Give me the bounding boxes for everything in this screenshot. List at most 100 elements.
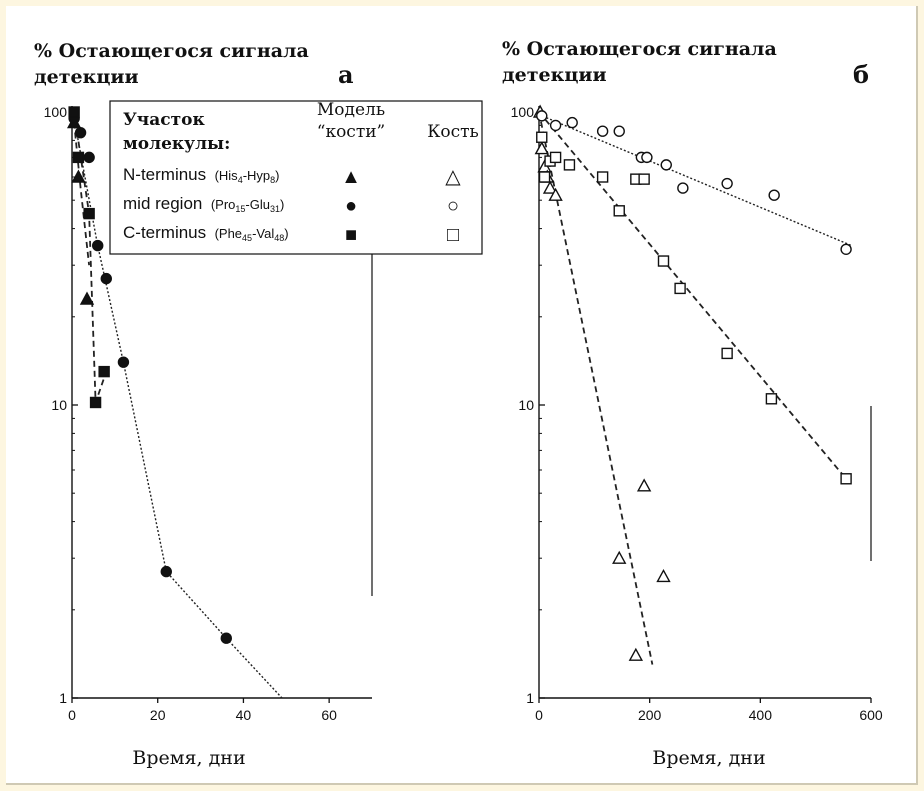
square-open-point — [721, 347, 733, 360]
square-open-point — [657, 255, 670, 267]
legend-marker-triangle-open: △ — [445, 166, 461, 188]
circle-open-point — [536, 110, 548, 122]
legend-row-label: N-terminus (His4-Hyp8) — [123, 165, 280, 185]
panel-b-ylabel-line1: % Остающегося сигнала — [502, 38, 777, 60]
triangle-open-point — [628, 647, 644, 661]
triangle-open-point — [534, 141, 549, 155]
legend-col2: Кость — [427, 122, 479, 142]
triangle-open-point — [636, 478, 652, 492]
legend-marker-circle-open: ○ — [447, 195, 459, 217]
panel-a-points — [66, 106, 232, 644]
circle-open-point — [768, 189, 780, 201]
square-filled-point — [72, 151, 85, 164]
panel-b-y-ticks: 1 10 100 — [511, 104, 545, 706]
panel-a: % Остающегося сигнала детекции а Время, … — [34, 40, 483, 769]
fit-line-dashed — [73, 122, 90, 266]
y-tick-label: 1 — [59, 690, 67, 706]
y-tick-label: 100 — [511, 104, 535, 120]
x-tick-label: 0 — [68, 707, 76, 723]
panel-b-letter: б — [853, 60, 869, 89]
square-open-point — [840, 473, 852, 485]
legend-row-label: C-terminus (Phe45-Val48) — [123, 223, 289, 243]
legend-col1-line2: “кости” — [317, 122, 386, 142]
figure-svg: % Остающегося сигнала детекции а Время, … — [34, 38, 883, 769]
square-open-point — [596, 171, 609, 183]
panel-b-xlabel: Время, дни — [652, 747, 765, 769]
panel-b-x-ticks: 0 200 400 600 — [535, 698, 883, 723]
x-tick-label: 20 — [150, 707, 166, 723]
circle-filled-point — [220, 632, 232, 644]
panel-b: % Остающегося сигнала детекции б Время, … — [502, 38, 883, 769]
panel-b-fit-lines — [538, 111, 852, 665]
x-tick-label: 60 — [321, 707, 337, 723]
y-tick-label: 10 — [518, 397, 534, 413]
legend-col1-line1: Модель — [317, 100, 385, 120]
square-open-point — [638, 173, 650, 185]
legend-marker-circle-filled: ● — [345, 195, 357, 217]
circle-open-point — [566, 116, 578, 129]
fit-line-dashed — [538, 111, 654, 665]
fit-line-dashed — [538, 111, 847, 480]
legend-marker-square-open: □ — [447, 224, 459, 246]
legend-box — [109, 100, 483, 255]
triangle-filled-point — [71, 169, 86, 183]
triangle-filled-point — [79, 291, 95, 305]
legend: Участок молекулы: Модель “кости” Кость N… — [109, 100, 483, 255]
x-tick-label: 600 — [859, 707, 883, 723]
panel-a-ylabel-line1: % Остающегося сигнала — [34, 40, 309, 62]
circle-open-point — [641, 151, 653, 164]
legend-row-n-terminus: N-terminus (His4-Hyp8) ▲ △ — [123, 165, 461, 188]
square-open-point — [765, 393, 778, 405]
panel-b-points — [532, 104, 852, 661]
square-filled-point — [83, 207, 95, 220]
square-filled-point — [98, 365, 110, 378]
x-tick-label: 0 — [535, 707, 543, 723]
x-tick-label: 400 — [749, 707, 773, 723]
fit-line-dotted — [538, 113, 852, 247]
panel-a-y-ticks: 1 10 100 — [44, 104, 78, 706]
square-open-point — [674, 282, 686, 295]
triangle-open-point — [542, 180, 558, 194]
square-filled-point — [68, 106, 80, 118]
square-open-point — [538, 171, 551, 183]
x-tick-label: 40 — [236, 707, 252, 723]
square-open-point — [549, 151, 562, 164]
panel-b-ylabel-line2: детекции — [502, 64, 607, 86]
legend-header-line2: молекулы: — [123, 134, 230, 154]
circle-open-point — [549, 119, 562, 132]
square-filled-point — [89, 396, 102, 409]
triangle-open-point — [612, 550, 627, 564]
y-tick-label: 10 — [51, 397, 67, 413]
square-open-point — [536, 131, 548, 143]
circle-open-point — [677, 182, 689, 194]
circle-open-point — [596, 125, 609, 137]
triangle-open-point — [656, 568, 671, 583]
legend-row-label: mid region (Pro15-Glu31) — [123, 194, 284, 214]
circle-filled-point — [117, 356, 130, 368]
panel-a-xlabel: Время, дни — [132, 747, 245, 769]
legend-row-c-terminus: C-terminus (Phe45-Val48) ■ □ — [123, 223, 459, 246]
panel-a-ylabel-line2: детекции — [34, 66, 139, 88]
circle-open-point — [660, 159, 672, 171]
triangle-open-point — [548, 187, 563, 201]
fit-line-dotted — [73, 118, 283, 699]
legend-header-line1: Участок — [123, 110, 205, 130]
x-tick-label: 200 — [638, 707, 662, 723]
circle-open-point — [721, 177, 733, 190]
circle-filled-point — [92, 239, 104, 252]
panel-a-letter: а — [338, 60, 354, 89]
legend-marker-triangle-filled: ▲ — [341, 166, 361, 188]
circle-filled-point — [74, 126, 87, 139]
panel-a-x-ticks: 0 20 40 60 — [68, 698, 337, 723]
circle-filled-point — [83, 151, 95, 164]
y-tick-label: 100 — [44, 104, 68, 120]
square-open-point — [613, 205, 625, 217]
square-open-point — [563, 159, 576, 171]
circle-filled-point — [100, 272, 112, 285]
figure-frame: % Остающегося сигнала детекции а Время, … — [6, 6, 918, 785]
circle-filled-point — [160, 565, 172, 578]
circle-open-point — [613, 125, 625, 137]
y-tick-label: 1 — [526, 690, 534, 706]
legend-row-mid-region: mid region (Pro15-Glu31) ● ○ — [123, 194, 459, 217]
circle-open-point — [840, 243, 852, 255]
